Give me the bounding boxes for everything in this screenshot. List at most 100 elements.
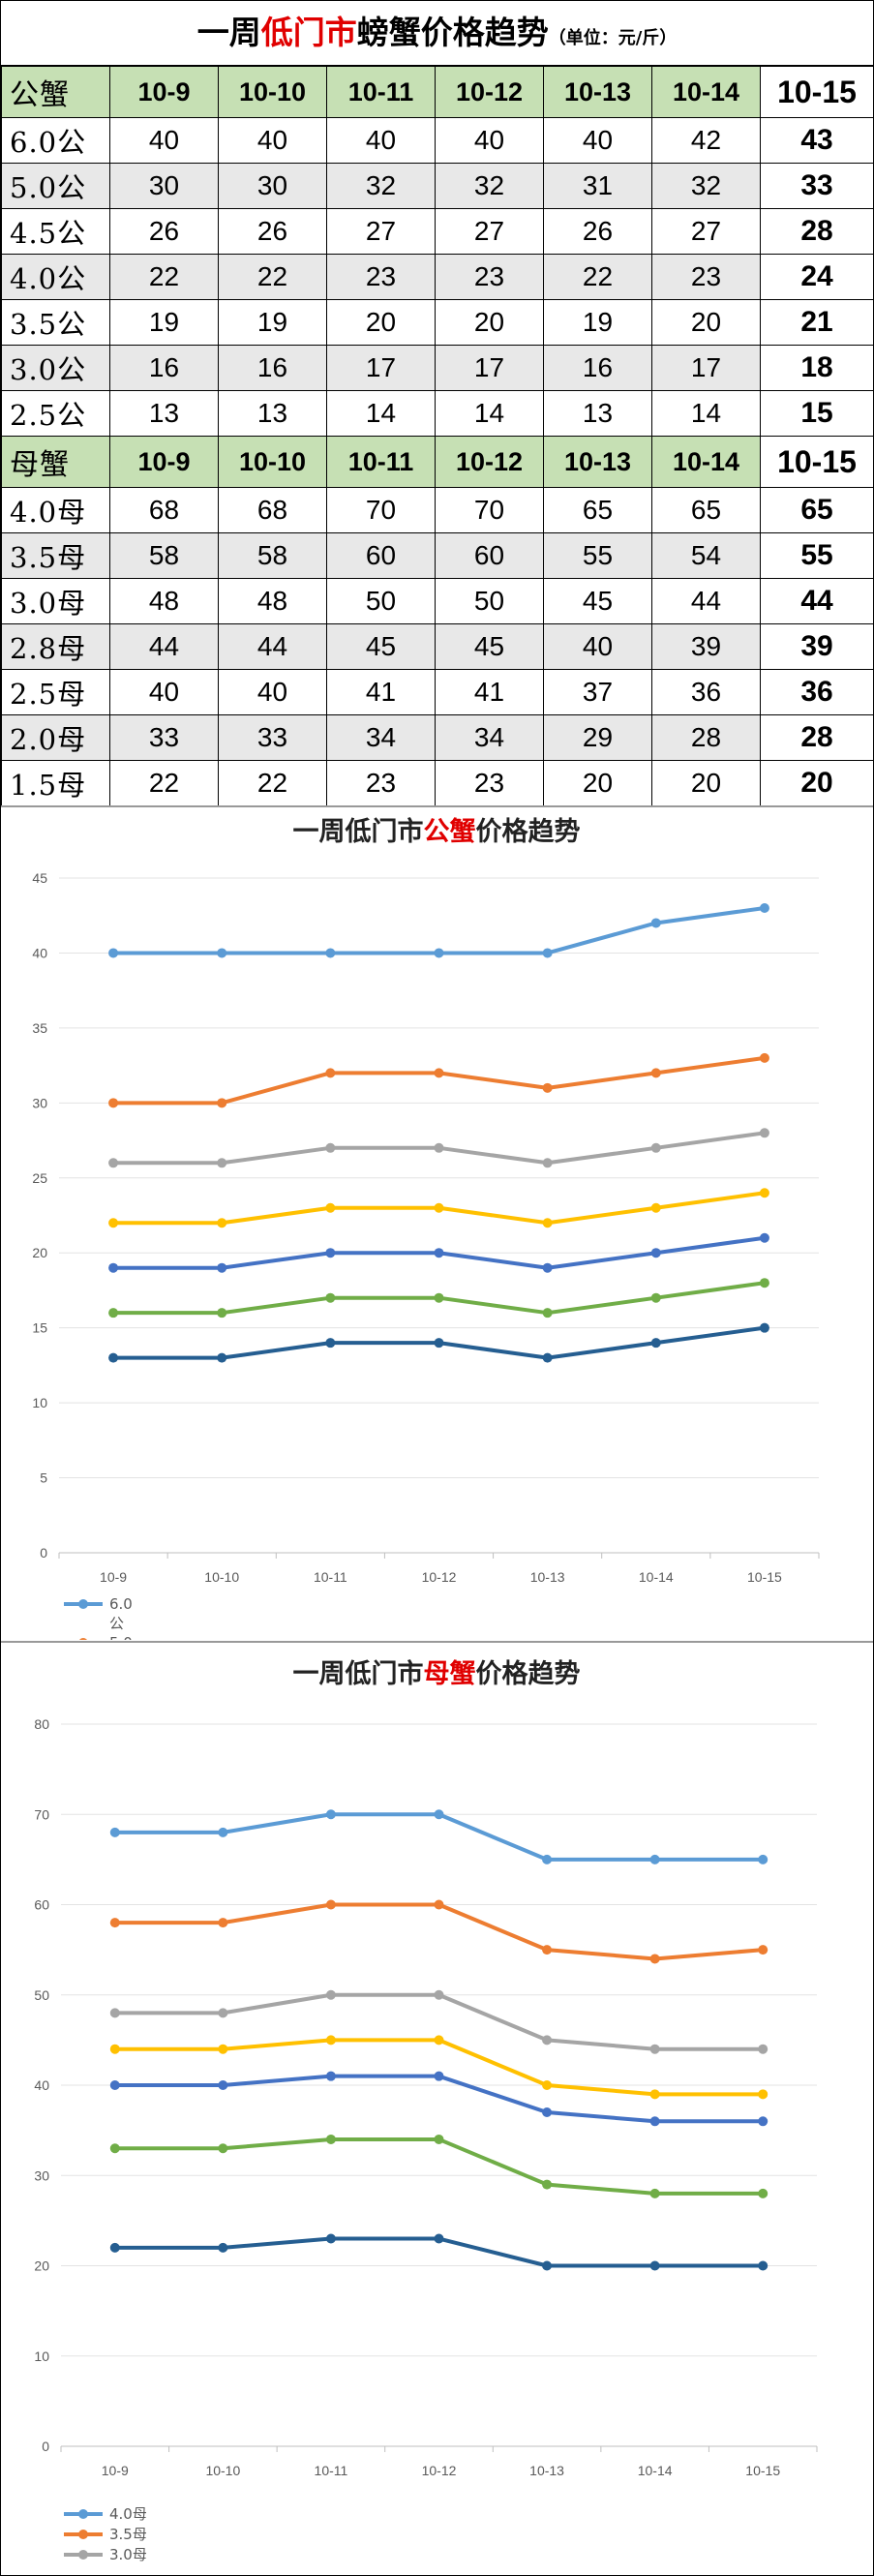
- divider: [1, 805, 873, 807]
- x-tick-label: 10-14: [638, 2463, 673, 2478]
- data-point: [542, 1854, 553, 1864]
- x-tick-label: 10-9: [102, 2463, 129, 2478]
- data-point: [108, 1262, 119, 1273]
- y-tick-label: 35: [32, 1020, 47, 1036]
- y-tick-label: 10: [34, 2349, 49, 2364]
- price-cell: 20: [435, 299, 544, 346]
- price-cell: 65: [760, 487, 873, 533]
- y-tick-label: 30: [34, 2167, 49, 2183]
- data-point: [109, 2080, 120, 2090]
- table-row: 3.0公 16 16 17 17 16 17 18: [1, 345, 873, 391]
- price-cell: 16: [543, 345, 652, 391]
- price-cell: 26: [218, 208, 327, 255]
- chart-title: 一周低门市母蟹价格趋势: [293, 1658, 581, 1689]
- legend-label: 3.0母: [109, 2546, 147, 2563]
- date-header: 10-9: [109, 436, 219, 488]
- date-header: 10-14: [651, 66, 761, 118]
- price-cell: 58: [218, 532, 327, 579]
- table-row: 6.0公 40 40 40 40 40 42 43: [1, 117, 873, 164]
- price-cell: 34: [326, 714, 436, 761]
- date-header: 10-14: [651, 436, 761, 488]
- data-point: [434, 1068, 444, 1078]
- price-cell: 44: [760, 578, 873, 624]
- price-cell: 13: [543, 390, 652, 437]
- price-cell: 33: [109, 714, 219, 761]
- data-point: [218, 2143, 228, 2154]
- chart-title-part: 一周低门市: [293, 816, 424, 847]
- price-cell: 45: [543, 578, 652, 624]
- data-point: [109, 2143, 120, 2154]
- date-header: 10-13: [543, 66, 652, 118]
- date-header: 10-12: [435, 66, 544, 118]
- chart-title: 一周低门市公蟹价格趋势: [293, 816, 581, 847]
- y-tick-label: 45: [32, 870, 47, 886]
- page-title: 一周低门市螃蟹价格趋势（单位：元/斤）: [1, 1, 873, 66]
- table-row: 3.0母 48 48 50 50 45 44 44: [1, 578, 873, 624]
- price-cell: 40: [218, 669, 327, 715]
- y-tick-label: 60: [34, 1897, 49, 1913]
- price-cell: 26: [543, 208, 652, 255]
- price-cell: 22: [109, 760, 219, 806]
- table-row: 3.5公 19 19 20 20 19 20 21: [1, 299, 873, 346]
- price-cell: 14: [435, 390, 544, 437]
- data-point: [218, 2080, 228, 2090]
- price-cell: 44: [218, 623, 327, 670]
- price-cell: 33: [218, 714, 327, 761]
- data-point: [109, 1827, 120, 1837]
- data-point: [325, 1292, 336, 1303]
- chart-title-red: 母蟹: [424, 1659, 476, 1689]
- price-cell: 40: [435, 117, 544, 164]
- data-point: [650, 1142, 661, 1153]
- legend-label: 6.0: [109, 1595, 133, 1613]
- series-line: [114, 1902, 764, 1961]
- price-cell: 39: [651, 623, 761, 670]
- x-tick-label: 10-13: [530, 1569, 565, 1585]
- data-point: [542, 1082, 553, 1093]
- price-cell: 16: [109, 345, 219, 391]
- table-row: 2.8母 44 44 45 45 40 39 39: [1, 623, 873, 670]
- date-header: 10-11: [326, 436, 436, 488]
- price-cell: 41: [435, 669, 544, 715]
- price-cell: 44: [109, 623, 219, 670]
- data-point: [542, 1308, 553, 1318]
- data-point: [542, 2035, 553, 2046]
- data-point: [325, 948, 336, 958]
- price-cell: 22: [109, 254, 219, 300]
- x-tick-label: 10-14: [639, 1569, 674, 1585]
- table-row: 3.5母 58 58 60 60 55 54 55: [1, 532, 873, 579]
- price-cell: 17: [435, 345, 544, 391]
- legend-label: 4.0母: [109, 2505, 147, 2523]
- price-cell: 54: [651, 532, 761, 579]
- chart-svg: 一周低门市公蟹价格趋势 0 5 10 15 20 25 30 35 40 45 10-9 10-10 10…: [32, 816, 820, 1640]
- price-cell: 36: [760, 669, 873, 715]
- price-cell: 24: [760, 254, 873, 300]
- row-label: 3.0公: [1, 345, 110, 391]
- legend: 6.0 公 5.0: [64, 1595, 133, 1640]
- price-cell: 18: [760, 345, 873, 391]
- price-cell: 70: [326, 487, 436, 533]
- data-point: [542, 2106, 553, 2117]
- data-point: [758, 2089, 769, 2100]
- price-cell: 20: [651, 299, 761, 346]
- row-label: 1.5母: [1, 760, 110, 806]
- data-point: [108, 948, 119, 958]
- y-tick-label: 80: [34, 1716, 49, 1732]
- price-cell: 33: [760, 163, 873, 209]
- data-point: [542, 1158, 553, 1168]
- data-point: [217, 948, 227, 958]
- x-tick-label: 10-11: [315, 2463, 348, 2478]
- row-label: 3.5母: [1, 532, 110, 579]
- price-cell: 19: [543, 299, 652, 346]
- data-point: [434, 2233, 444, 2244]
- table-row: 2.5母 40 40 41 41 37 36 36: [1, 669, 873, 715]
- data-point: [325, 2071, 336, 2081]
- price-cell: 23: [435, 254, 544, 300]
- price-cell: 43: [760, 117, 873, 164]
- y-tick-label: 5: [40, 1470, 47, 1486]
- x-tick-label: 10-15: [745, 2463, 780, 2478]
- series-line: [113, 905, 766, 955]
- y-tick-label: 40: [32, 945, 47, 960]
- data-point: [649, 2089, 660, 2100]
- price-table: 公蟹 10-9 10-10 10-11 10-12 10-13 10-14 10-15 6.0公…: [1, 66, 873, 806]
